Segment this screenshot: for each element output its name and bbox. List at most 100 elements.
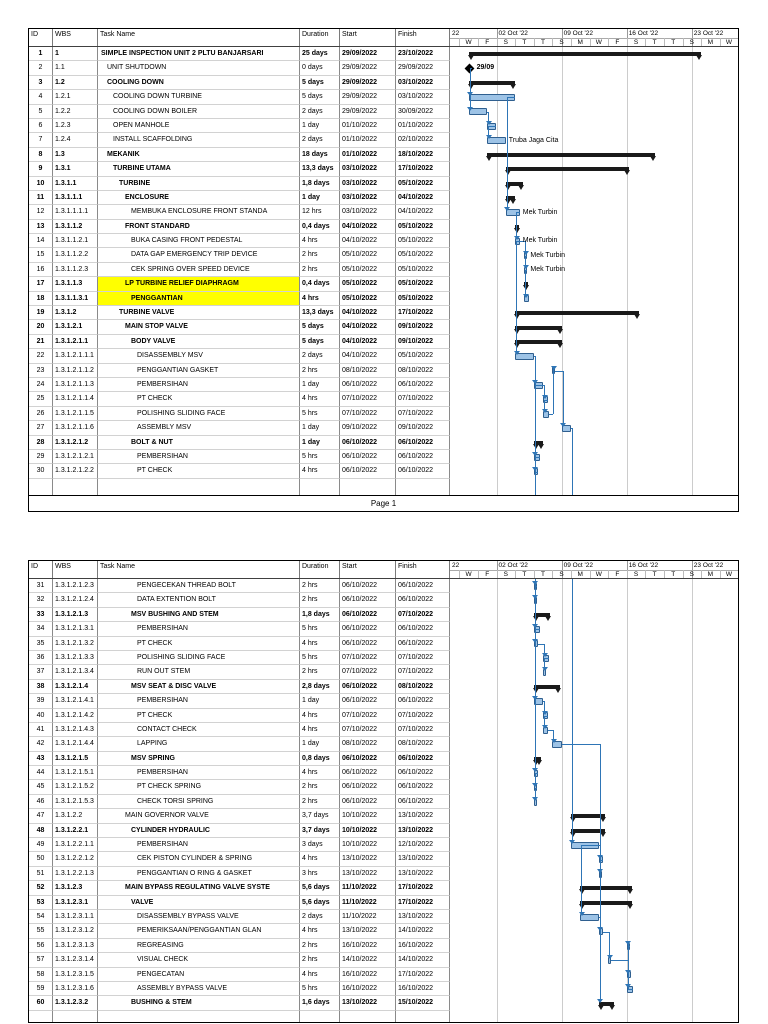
link-arrow (532, 452, 539, 457)
row-id: 47 (29, 809, 53, 824)
day-letter: S (633, 39, 639, 46)
filler-cell (340, 478, 396, 495)
task-name: UNIT SHUTDOWN (98, 61, 300, 76)
day-tick (663, 570, 665, 578)
table-row: 18 1.3.1.1.3.1 PENGGANTIAN 4 hrs 05/10/2022 0… (29, 291, 738, 307)
task-name: DISASSEMBLY BYPASS VALVE (98, 909, 300, 925)
table-row: 14 1.3.1.1.2.1 BUKA CASING FRONT PEDESTAL 4… (29, 234, 738, 249)
task-name: MSV SEAT & DISC VALVE (98, 679, 300, 695)
task-duration: 13,3 days (300, 306, 340, 321)
task-finish: 06/10/2022 (396, 636, 450, 651)
task-finish: 07/10/2022 (396, 607, 450, 623)
link-line (538, 643, 544, 645)
day-tick (701, 570, 703, 578)
task-start: 06/10/2022 (340, 780, 396, 795)
task-name: PEMERIKSAAN/PENGGANTIAN GLAN (98, 924, 300, 939)
row-wbs: 1.3.1.2.1.5 (53, 751, 98, 767)
week-gridline (626, 579, 628, 1022)
week-tick (496, 561, 498, 578)
row-id: 56 (29, 938, 53, 954)
link-arrow (485, 135, 492, 140)
day-letter: S (503, 571, 508, 578)
row-id: 37 (29, 665, 53, 680)
table-row: 6 1.2.3 OPEN MANHOLE 1 day 01/10/2022 01/10/2… (29, 118, 738, 134)
resource-label: Mek Turbin (522, 237, 558, 245)
table-body: 1 1 SIMPLE INSPECTION UNIT 2 PLTU BANJARSA… (29, 47, 738, 495)
row-id: 17 (29, 277, 53, 292)
task-start: 11/10/2022 (340, 895, 396, 910)
task-finish: 06/10/2022 (396, 622, 450, 637)
day-letter: S (633, 571, 639, 578)
week-tick (496, 29, 498, 46)
link-line (516, 241, 518, 352)
task-start: 04/10/2022 (340, 320, 396, 335)
row-wbs: 1.3.1.2.3.1.5 (53, 967, 98, 982)
row-id: 18 (29, 291, 53, 307)
column-header: ID (29, 29, 53, 46)
row-wbs: 1.3.1.1.1.1 (53, 205, 98, 220)
task-duration: 2,8 days (300, 679, 340, 695)
table-row: 59 1.3.1.2.3.1.6 ASSEMBLY BYPASS VALVE 5 hr… (29, 981, 738, 997)
table-row: 54 1.3.1.2.3.1.1 DISASSEMBLY BYPASS VALVE 2… (29, 909, 738, 925)
gantt-chart (450, 579, 738, 1022)
task-duration: 4 hrs (300, 924, 340, 939)
filler-cell (300, 1010, 340, 1022)
task-start: 05/10/2022 (340, 291, 396, 307)
day-letter: T (541, 39, 545, 46)
row-wbs: 1.3.1.2.1.1.2 (53, 363, 98, 378)
task-finish: 06/10/2022 (396, 593, 450, 608)
link-arrow (522, 250, 529, 255)
task-duration: 1 day (300, 190, 340, 206)
task-duration: 2 hrs (300, 363, 340, 378)
task-name: CEK SPRING OVER SPEED DEVICE (98, 262, 300, 278)
gantt-chart: 29/09 Truba Jaga Cita Mek Turbin Mek Turbin… (450, 47, 738, 495)
row-wbs: 1.3.1.1.2.2 (53, 248, 98, 263)
column-header: Start (340, 561, 396, 578)
task-start: 06/10/2022 (340, 766, 396, 781)
link-line (571, 579, 573, 841)
row-wbs: 1.3.1.2.3.1.3 (53, 938, 98, 954)
link-arrow (532, 797, 539, 801)
row-id: 1 (29, 47, 53, 62)
task-start: 04/10/2022 (340, 349, 396, 364)
task-start: 14/10/2022 (340, 953, 396, 968)
task-finish: 23/10/2022 (396, 47, 450, 62)
table-row: 43 1.3.1.2.1.5 MSV SPRING 0,8 days 06/10/202… (29, 751, 738, 767)
task-name: CONTACT CHECK (98, 722, 300, 738)
task-start: 10/10/2022 (340, 809, 396, 824)
task-name: PT CHECK (98, 464, 300, 479)
row-wbs: 1.3.1.2.3.1.4 (53, 953, 98, 968)
timeline-header: 22 02 Oct '22 09 Oct '22 16 Oct '22 23 Oct '… (450, 29, 738, 46)
row-id: 33 (29, 607, 53, 623)
task-duration: 5,6 days (300, 881, 340, 896)
filler-cell (340, 1010, 396, 1022)
task-duration: 3 hrs (300, 866, 340, 882)
task-name: ASSEMBLY MSV (98, 421, 300, 436)
task-start: 11/10/2022 (340, 881, 396, 896)
link-line (534, 579, 536, 769)
task-name: MAIN GOVERNOR VALVE (98, 809, 300, 824)
day-tick (719, 38, 721, 46)
task-name: ENCLOSURE (98, 190, 300, 206)
table-row: 1 1 SIMPLE INSPECTION UNIT 2 PLTU BANJARSA… (29, 47, 738, 62)
task-duration: 0,4 days (300, 219, 340, 235)
day-tick (459, 38, 461, 46)
day-letter: M (577, 571, 583, 578)
row-wbs: 1.3.1.2.1.4.1 (53, 694, 98, 709)
row-wbs: 1.2 (53, 75, 98, 91)
task-finish: 05/10/2022 (396, 277, 450, 292)
task-duration: 5 hrs (300, 449, 340, 465)
task-start: 01/10/2022 (340, 118, 396, 134)
link-arrow (625, 984, 632, 989)
row-id: 5 (29, 104, 53, 119)
link-line (599, 859, 604, 861)
table-row: 10 1.3.1.1 TURBINE 1,8 days 03/10/2022 05/10/… (29, 176, 738, 191)
column-header: Finish (396, 29, 450, 46)
task-name: MSV SPRING (98, 751, 300, 767)
day-letter: S (689, 39, 694, 46)
task-name: BUKA CASING FRONT PEDESTAL (98, 234, 300, 249)
task-duration: 4 hrs (300, 967, 340, 982)
row-wbs: 1.3.1.2.1.4.4 (53, 737, 98, 752)
task-finish: 05/10/2022 (396, 219, 450, 235)
link-line (534, 629, 540, 631)
